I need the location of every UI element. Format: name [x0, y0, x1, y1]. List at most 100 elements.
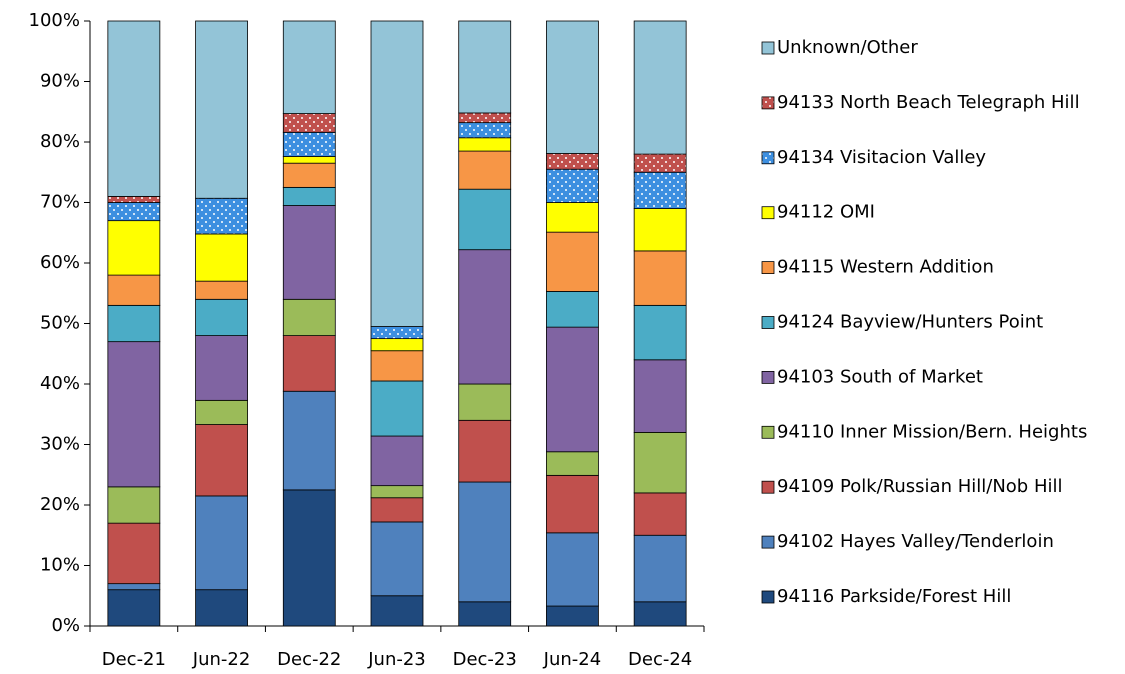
x-tick-label: Dec-23 — [453, 649, 517, 670]
bar-segment — [633, 208, 687, 252]
bar-segment — [546, 20, 599, 154]
y-tick-label: 50% — [40, 313, 80, 334]
bar-segment — [370, 435, 424, 487]
bar-segment — [633, 153, 687, 173]
bar-segment — [195, 298, 248, 336]
bar-segment — [107, 589, 161, 627]
bar-segment — [633, 534, 687, 603]
legend-swatch — [761, 590, 775, 604]
y-tick-label: 90% — [40, 71, 80, 92]
x-tick-label: Dec-24 — [628, 649, 692, 670]
bar-segment — [195, 20, 248, 199]
bar-segment — [195, 424, 248, 497]
legend-swatch — [761, 480, 775, 494]
bar-segment — [633, 601, 687, 627]
x-tick-label: Jun-22 — [192, 649, 251, 670]
bar-segment — [282, 205, 336, 300]
bar-segment — [546, 168, 599, 203]
x-tick-label: Jun-23 — [367, 649, 426, 670]
y-tick-label: 20% — [40, 494, 80, 515]
bar-segment — [107, 522, 161, 585]
x-tick-label: Dec-22 — [277, 649, 341, 670]
bar-segment — [282, 298, 336, 336]
bar-segment — [370, 380, 424, 437]
bar-segment — [107, 220, 161, 276]
bar-segment — [282, 20, 336, 114]
bar-segment — [195, 495, 248, 591]
bar-segment — [195, 399, 248, 425]
legend-label: 94103 South of Market — [777, 366, 983, 387]
bar-segment — [370, 485, 424, 499]
bar-segment — [282, 489, 336, 627]
bar-segment — [282, 186, 336, 206]
bar-segment — [370, 497, 424, 523]
bar-segment — [546, 474, 599, 534]
bar-segment — [546, 231, 599, 292]
y-tick-label: 10% — [40, 555, 80, 576]
bar-segment — [282, 390, 336, 491]
y-tick-label: 40% — [40, 373, 80, 394]
legend-label: 94133 North Beach Telegraph Hill — [777, 92, 1080, 113]
bar-segment — [546, 202, 599, 233]
bar-segment — [282, 335, 336, 392]
bar-segment — [546, 532, 599, 607]
bar-segment — [458, 112, 512, 124]
bar-segment — [633, 492, 687, 536]
bar-segment — [458, 150, 512, 190]
bar-segment — [633, 304, 687, 361]
bar-segment — [370, 338, 424, 352]
bar-segment — [370, 20, 424, 327]
bar-segment — [633, 431, 687, 494]
bar-segment — [458, 383, 512, 421]
legend-swatch — [761, 261, 775, 275]
bar-segment — [195, 335, 248, 401]
bar-segment — [546, 291, 599, 328]
bar-segment — [546, 153, 599, 170]
bar-segment — [370, 350, 424, 382]
legend-label: 94134 Visitacion Valley — [777, 147, 986, 168]
legend-swatch — [761, 96, 775, 110]
legend-swatch — [761, 535, 775, 549]
bar-segment — [107, 274, 161, 306]
legend-swatch — [761, 316, 775, 329]
y-tick-label: 100% — [29, 10, 80, 31]
bar-segment — [458, 601, 512, 627]
bar-segment — [282, 113, 336, 133]
legend-swatch — [761, 425, 775, 439]
bar-segment — [458, 137, 512, 152]
bar-segment — [195, 233, 248, 282]
bar-segment — [633, 250, 687, 306]
legend-label: 94102 Hayes Valley/Tenderloin — [777, 531, 1054, 552]
y-tick-label: 0% — [51, 615, 80, 636]
bar-segment — [633, 20, 687, 155]
bar-segment — [633, 359, 687, 433]
bar-segment — [107, 196, 161, 203]
y-tick-label: 70% — [40, 192, 80, 213]
bar-segment — [370, 595, 424, 627]
bar-segment — [107, 341, 161, 488]
bar-segment — [195, 280, 248, 300]
legend-label: 94112 OMI — [777, 202, 875, 223]
bar-segment — [195, 197, 248, 235]
bar-segment — [370, 521, 424, 597]
bar-segment — [282, 131, 336, 157]
legend-label: 94116 Parkside/Forest Hill — [777, 586, 1011, 607]
bar-segment — [195, 589, 248, 627]
bar-segment — [458, 419, 512, 483]
bar-segment — [282, 156, 336, 164]
bar-segment — [546, 326, 599, 453]
legend-label: 94109 Polk/Russian Hill/Nob Hill — [777, 476, 1063, 497]
y-tick-label: 60% — [40, 252, 80, 273]
legend-label: 94124 Bayview/Hunters Point — [777, 312, 1043, 333]
bar-segment — [107, 486, 161, 524]
legend-swatch — [761, 206, 775, 220]
x-tick-label: Dec-21 — [102, 649, 166, 670]
bar-segment — [282, 162, 336, 188]
legend-swatch — [761, 41, 775, 55]
bar-segment — [458, 122, 512, 139]
bar-segment — [546, 451, 599, 476]
bar-segment — [458, 20, 512, 114]
bar-segment — [546, 605, 599, 627]
bar-segment — [458, 249, 512, 385]
